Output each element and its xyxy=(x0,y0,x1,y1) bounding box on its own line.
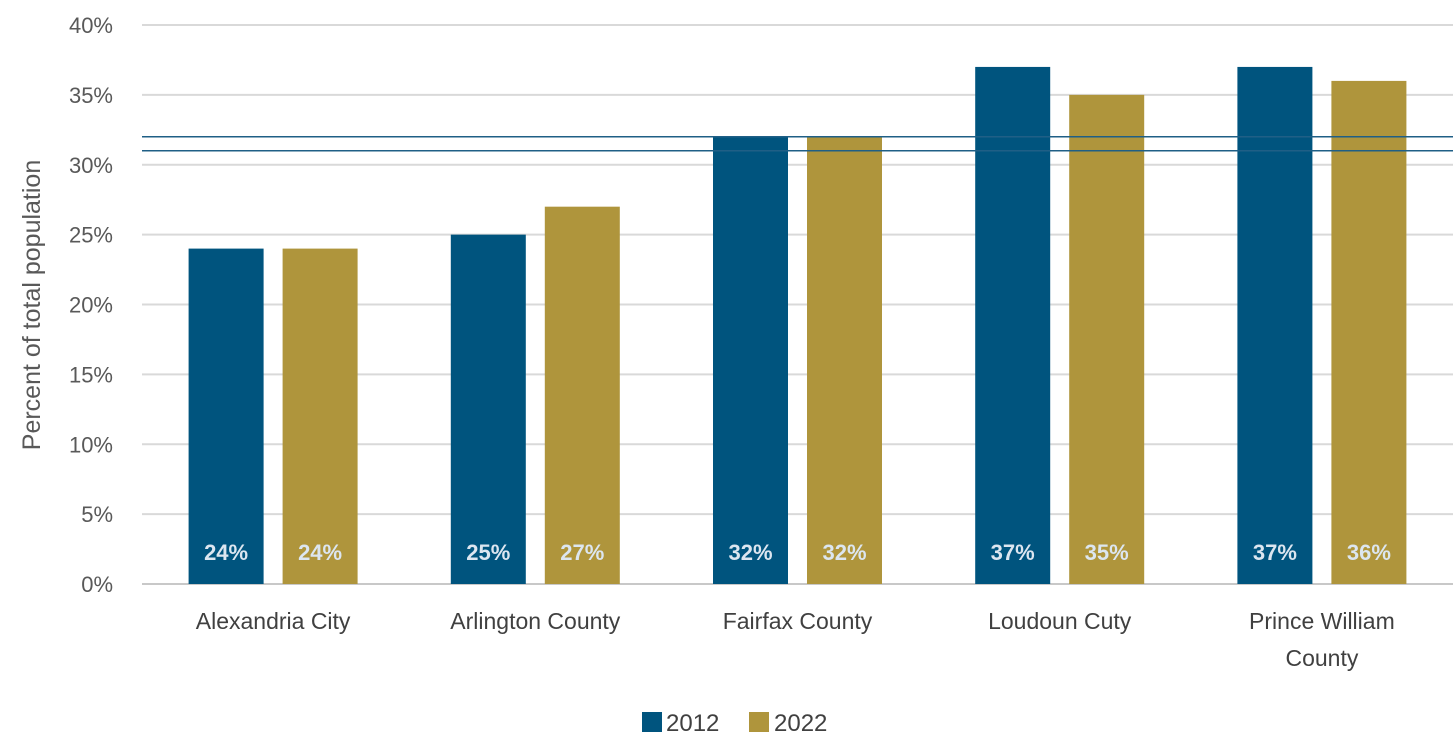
y-tick-label: 15% xyxy=(69,362,113,387)
legend-swatch xyxy=(642,712,662,732)
y-axis-label: Percent of total population xyxy=(18,160,46,450)
y-tick-label: 20% xyxy=(69,293,113,318)
y-tick-label: 5% xyxy=(81,502,113,527)
data-label: 32% xyxy=(822,540,866,565)
y-tick-label: 25% xyxy=(69,223,113,248)
y-tick-label: 35% xyxy=(69,83,113,108)
bar-2012 xyxy=(1237,66,1313,585)
bar-2012 xyxy=(975,66,1051,585)
category-label: Loudoun Cuty xyxy=(988,608,1132,634)
x-axis-categories: Alexandria City Arlington County Fairfax C… xyxy=(196,608,1395,671)
data-label: 37% xyxy=(1253,540,1297,565)
legend-label: 2022 xyxy=(774,710,827,733)
category-label: Arlington County xyxy=(450,608,621,634)
bar-2012 xyxy=(450,234,526,584)
reference-lines xyxy=(142,136,1453,152)
category-label: County xyxy=(1285,645,1358,671)
data-label: 32% xyxy=(728,540,772,565)
gridlines xyxy=(142,24,1453,585)
category-label: Alexandria City xyxy=(196,608,351,634)
bar-2012 xyxy=(713,136,788,585)
category-label: Prince William xyxy=(1249,608,1395,634)
data-label: 25% xyxy=(466,540,510,565)
y-tick-label: 10% xyxy=(69,432,113,457)
bar-2022 xyxy=(544,206,620,585)
data-label: 27% xyxy=(560,540,604,565)
bar-2022 xyxy=(282,248,358,584)
bars: 24% 24% 25% 27% 32% 32% 37% 35% 37% 36% xyxy=(188,66,1407,585)
category-label: Fairfax County xyxy=(723,608,873,634)
legend: 2012 2022 xyxy=(642,710,827,733)
y-axis-ticks: 0% 5% 10% 15% 20% 25% 30% 35% 40% xyxy=(69,13,113,597)
bar-2022 xyxy=(1069,94,1145,584)
data-label: 24% xyxy=(204,540,248,565)
y-tick-label: 0% xyxy=(81,572,113,597)
y-tick-label: 30% xyxy=(69,153,113,178)
bar-2022 xyxy=(1331,80,1407,585)
bar-2022 xyxy=(807,136,882,585)
data-label: 35% xyxy=(1085,540,1129,565)
data-label: 36% xyxy=(1347,540,1391,565)
bar-2012 xyxy=(188,248,264,584)
y-tick-label: 40% xyxy=(69,13,113,38)
data-label: 37% xyxy=(991,540,1035,565)
legend-swatch xyxy=(749,712,769,732)
legend-label: 2012 xyxy=(666,710,719,733)
data-label: 24% xyxy=(298,540,342,565)
